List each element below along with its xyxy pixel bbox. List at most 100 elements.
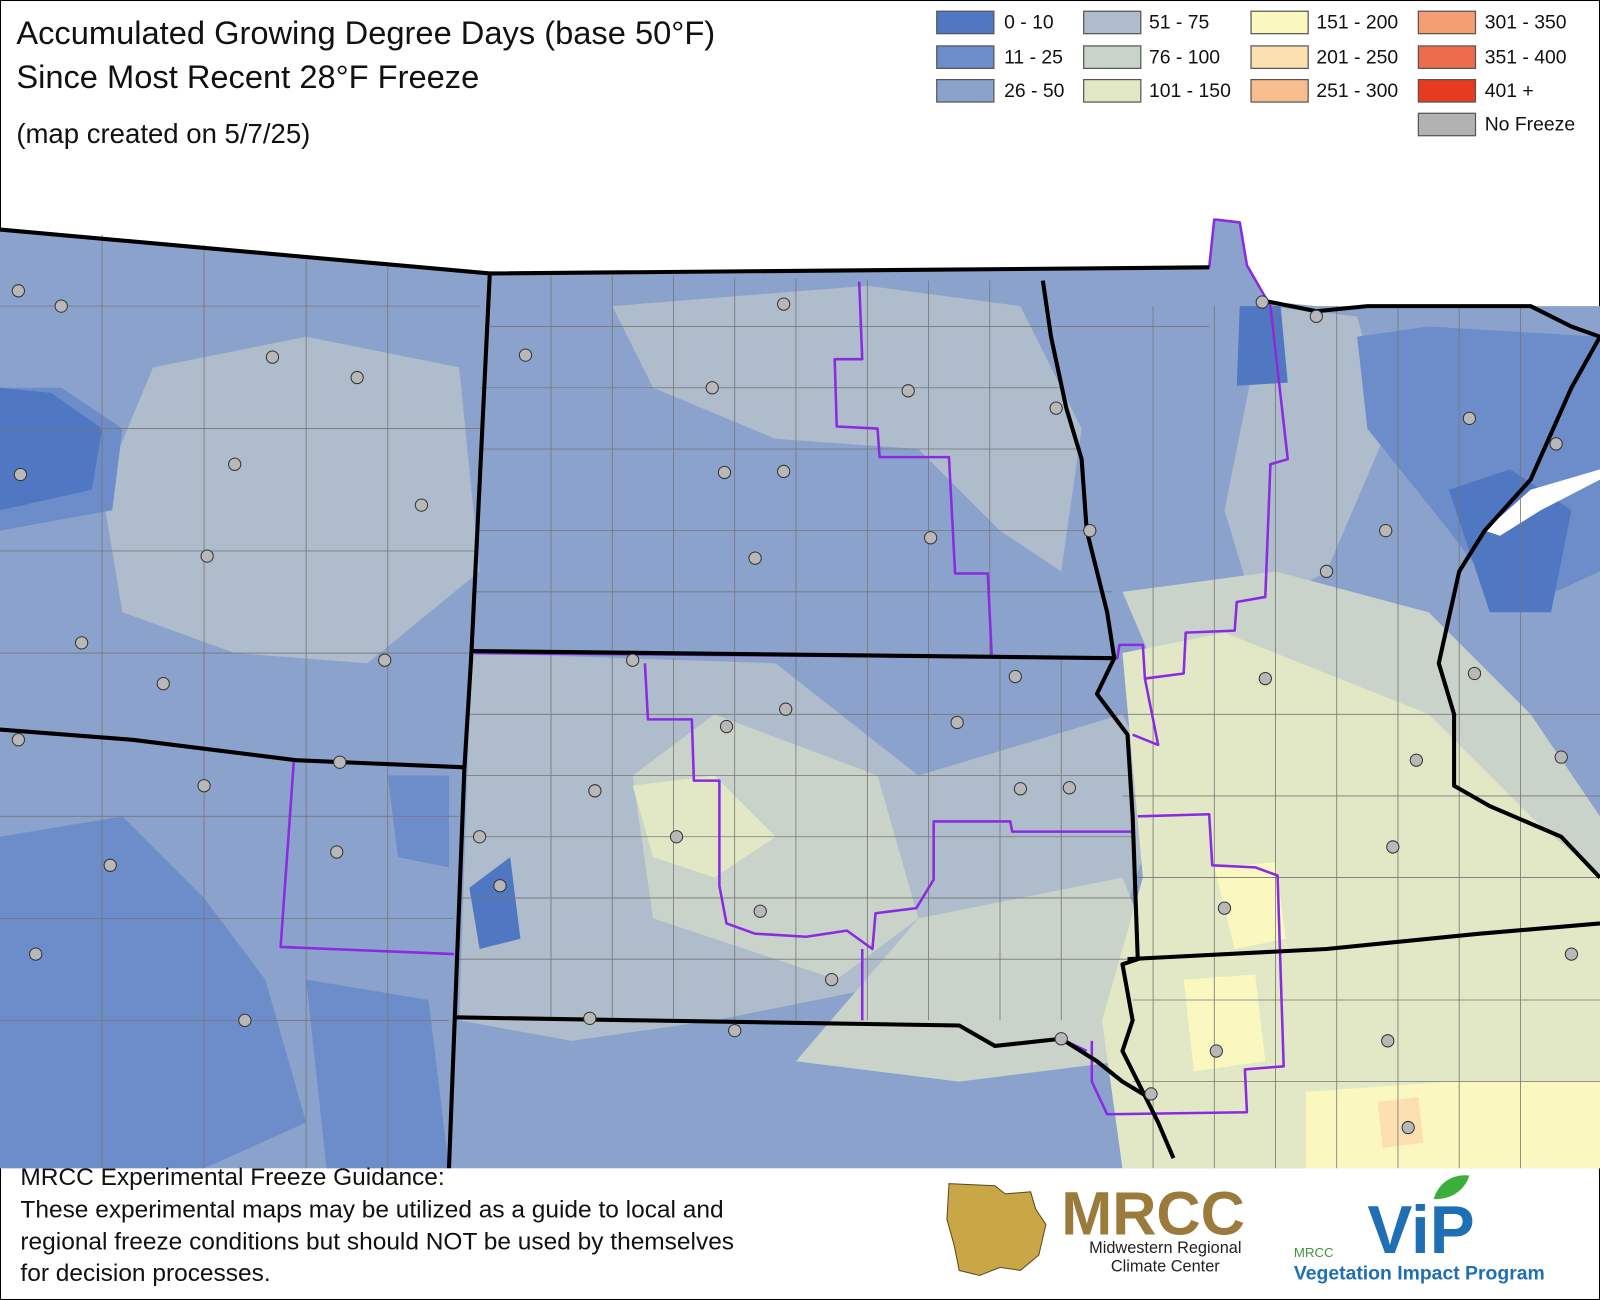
station: [11, 733, 26, 747]
region-101-150: [632, 775, 776, 878]
station: [719, 719, 734, 734]
station: [156, 677, 170, 691]
midwest-icon: [946, 1183, 1047, 1277]
region-151-200: [1306, 1081, 1600, 1169]
legend-swatch: [936, 45, 995, 69]
station: [923, 531, 938, 545]
station: [29, 947, 43, 961]
station: [669, 830, 684, 844]
station: [1549, 437, 1563, 451]
vip-tagline: Vegetation Impact Program: [1294, 1263, 1545, 1285]
station: [103, 858, 117, 872]
cwa-boundary: [279, 760, 864, 1021]
map: [0, 218, 1600, 1169]
state-boundary: [0, 727, 465, 770]
station: [1319, 564, 1334, 579]
station: [518, 348, 533, 362]
legend-label: 11 - 25: [1004, 46, 1063, 68]
station: [777, 464, 791, 479]
mrcc-logo: MRCC Midwestern Regional Climate Center: [946, 1180, 1245, 1277]
legend-label: 201 - 250: [1316, 46, 1398, 68]
station: [1054, 1032, 1068, 1046]
station: [1401, 1120, 1415, 1135]
station: [1462, 411, 1477, 426]
state-boundary: [1040, 280, 1176, 1159]
station: [705, 381, 719, 395]
legend-swatch: [1417, 112, 1477, 137]
station: [901, 384, 915, 398]
region-11-25: [387, 775, 449, 868]
region-0-10: [469, 857, 521, 949]
legend-label: 0 - 10: [1004, 12, 1054, 34]
station: [11, 284, 26, 298]
station: [1217, 901, 1232, 915]
station: [717, 465, 732, 480]
legend-label: 101 - 150: [1149, 80, 1231, 102]
region-0-10: [0, 387, 103, 511]
legend-label: 151 - 200: [1316, 12, 1398, 34]
state-boundary: [471, 648, 1115, 661]
vip-leaf: [1433, 1175, 1470, 1200]
station: [950, 715, 964, 730]
legend-swatch: [1250, 78, 1309, 103]
station: [583, 1011, 597, 1025]
station: [54, 299, 68, 313]
mrcc-name: MRCC: [1061, 1180, 1245, 1248]
vip-small: MRCC: [1294, 1245, 1334, 1260]
station: [779, 702, 793, 716]
station: [1013, 782, 1028, 796]
station: [1255, 295, 1269, 309]
state-boundary: [1264, 299, 1600, 339]
cwa-boundary: [1090, 813, 1285, 1116]
legend-label: 351 - 400: [1485, 46, 1567, 68]
station: [753, 904, 767, 918]
footer-heading: MRCC Experimental Freeze Guidance:: [20, 1164, 444, 1191]
footer-line: for decision processes.: [20, 1260, 270, 1287]
region-151-200: [1183, 974, 1266, 1072]
lake: [1484, 469, 1600, 536]
station: [626, 653, 640, 667]
station: [1409, 753, 1423, 767]
mrcc-tagline: Midwestern Regional: [1089, 1239, 1241, 1257]
station: [378, 653, 392, 667]
station: [330, 845, 344, 859]
station: [825, 972, 839, 987]
county-lines: [0, 234, 1600, 1169]
station: [1554, 750, 1568, 764]
legend-label: 251 - 300: [1316, 80, 1398, 102]
vip-logo: MRCC ViP Vegetation Impact Program: [1294, 1175, 1545, 1285]
station: [748, 551, 762, 565]
station: [228, 457, 242, 471]
legend-swatch: [1083, 45, 1142, 69]
region-11-25: [306, 979, 449, 1169]
legend-label: 301 - 350: [1485, 12, 1567, 34]
station: [238, 1013, 252, 1028]
footer-line: regional freeze conditions but should NO…: [20, 1228, 734, 1255]
region-51-75: [102, 336, 480, 664]
station: [350, 370, 364, 385]
station: [1381, 1034, 1395, 1048]
station: [414, 498, 429, 512]
legend-swatch: [1250, 10, 1309, 35]
header-bg: [2, 2, 1598, 219]
legend-swatch: [1417, 78, 1477, 103]
legend-label: 51 - 75: [1149, 12, 1209, 34]
legend-swatch: [936, 10, 995, 35]
cwa-boundary: [489, 218, 1290, 747]
vip-name: ViP: [1367, 1193, 1474, 1268]
station: [588, 784, 602, 798]
state-boundaries: [0, 227, 1600, 1169]
station: [1564, 947, 1579, 961]
station: [197, 779, 211, 793]
region-76-100: [795, 877, 1164, 1082]
station: [1467, 666, 1482, 681]
station: [1309, 309, 1323, 323]
station: [728, 1023, 742, 1038]
station: [493, 879, 507, 893]
region-151-200: [1214, 862, 1286, 949]
legend-swatch: [1417, 45, 1477, 69]
cwa-boundary: [833, 281, 994, 659]
title-line: Since Most Recent 28°F Freeze: [16, 58, 479, 95]
station: [1008, 669, 1022, 684]
